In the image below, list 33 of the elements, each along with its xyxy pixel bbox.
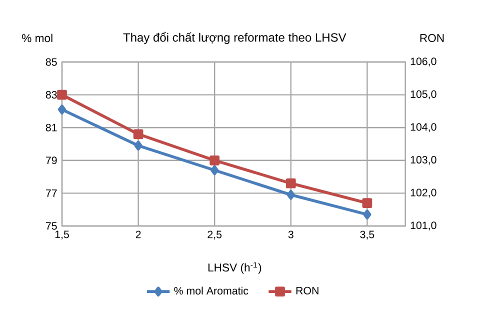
y2-tick-label: 103,0 xyxy=(410,156,436,165)
point xyxy=(133,129,144,140)
x-tick-label: 3,5 xyxy=(360,230,374,240)
point xyxy=(210,155,220,166)
point xyxy=(286,190,295,200)
point xyxy=(362,198,372,208)
point xyxy=(57,90,67,100)
x-tick-label: 1,5 xyxy=(55,230,69,240)
y2-axis-title: RON xyxy=(420,34,444,42)
point xyxy=(58,104,66,114)
y-tick-label: 75 xyxy=(46,222,57,230)
y-tick-label: 85 xyxy=(46,58,57,66)
point xyxy=(210,165,219,176)
y-tick-label: 83 xyxy=(46,91,57,99)
legend-label: RON xyxy=(296,286,318,294)
y2-tick-label: 105,0 xyxy=(410,90,436,100)
x-tick-label: 2 xyxy=(136,230,141,238)
y2-tick-label: 102,0 xyxy=(410,188,436,198)
legend-label: % mol Aromatic xyxy=(174,286,248,295)
y-axis-title: % mol xyxy=(22,34,52,42)
point xyxy=(363,210,372,220)
y2-tick-label: 104,0 xyxy=(410,123,436,132)
y-tick-label: 81 xyxy=(46,124,57,132)
point xyxy=(134,140,142,151)
y2-tick-label: 101,0 xyxy=(410,222,436,230)
x-axis-title: LHSV (h$^{-1}$) xyxy=(208,262,262,274)
chart-title: Thay đổi chất lượng reformate theo LHSV xyxy=(123,32,346,44)
y-tick-label: 79 xyxy=(46,156,57,164)
x-tick-label: 2,5 xyxy=(208,230,222,240)
y2-tick-label: 106,0 xyxy=(410,58,436,66)
y-tick-label: 77 xyxy=(46,190,57,197)
point xyxy=(286,178,296,188)
x-tick-label: 3 xyxy=(288,230,294,238)
